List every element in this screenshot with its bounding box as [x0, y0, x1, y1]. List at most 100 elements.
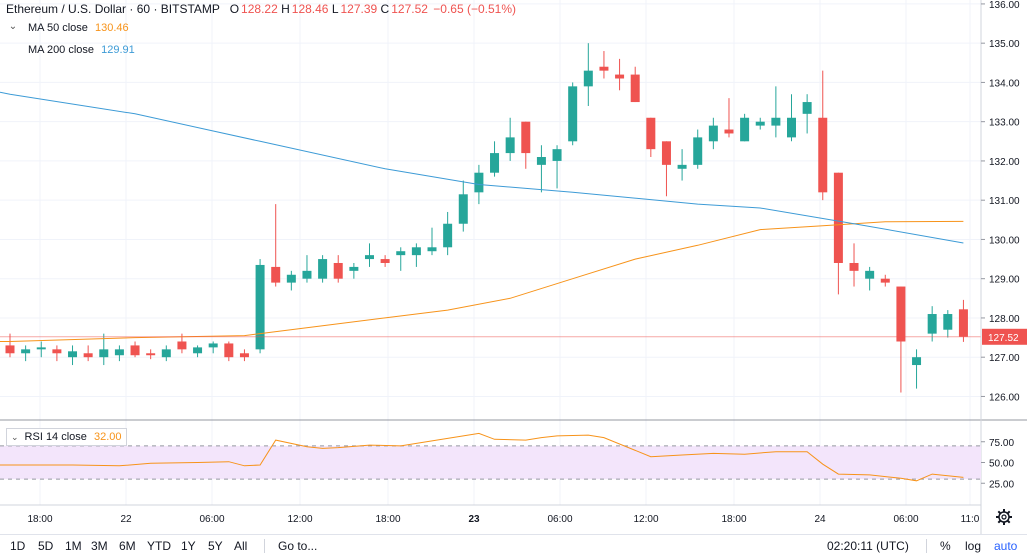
- candle-body: [724, 129, 734, 134]
- price-tick-label: 132.00: [989, 157, 1020, 168]
- candle-body: [68, 351, 78, 358]
- candle-body: [161, 349, 171, 358]
- symbol-header: Ethereum / U.S. Dollar · 60 · BITSTAMP O…: [6, 2, 516, 16]
- time-tick-label: 11:0: [961, 514, 980, 525]
- candle-body: [521, 121, 531, 154]
- time-tick-label: 06:00: [547, 514, 572, 525]
- range-3m[interactable]: 3M: [91, 539, 108, 553]
- candle-body: [208, 343, 218, 348]
- candle-body: [927, 314, 937, 334]
- gear-icon[interactable]: [993, 506, 1015, 528]
- rsi-tick-label: 50.00: [989, 459, 1014, 470]
- rsi-line: [0, 432, 964, 482]
- rsi-axis: 75.00 50.00 25.00: [981, 438, 1014, 490]
- rsi-tick-label: 75.00: [989, 438, 1014, 449]
- range-6m[interactable]: 6M: [119, 539, 136, 553]
- candle-body: [146, 353, 156, 356]
- candle-body: [849, 262, 859, 271]
- close-value: 127.52: [391, 2, 428, 16]
- candle-body: [833, 172, 843, 263]
- candle-body: [302, 270, 312, 279]
- exchange-label: BITSTAMP: [160, 2, 220, 16]
- candle-body: [36, 347, 46, 350]
- candle-body: [646, 117, 656, 150]
- time-tick-label: 12:00: [287, 514, 312, 525]
- range-1m[interactable]: 1M: [65, 539, 82, 553]
- range-1y[interactable]: 1Y: [181, 539, 196, 553]
- ma50-legend[interactable]: MA 50 close 130.46: [28, 22, 129, 34]
- divider: [926, 539, 927, 553]
- candle-body: [255, 264, 265, 350]
- candle-body: [708, 125, 718, 142]
- rsi-legend[interactable]: ⌄ RSI 14 close 32.00: [6, 428, 127, 446]
- time-tick-label: 18:00: [721, 514, 746, 525]
- candle-body: [693, 137, 703, 165]
- price-tick-label: 130.00: [989, 235, 1020, 246]
- candle-body: [333, 262, 343, 279]
- chevron-down-icon[interactable]: ⌄: [11, 432, 19, 442]
- time-tick-label: 24: [814, 514, 826, 525]
- price-tick-label: 136.00: [989, 0, 1020, 11]
- range-5d[interactable]: 5D: [38, 539, 54, 553]
- candle-body: [318, 259, 328, 279]
- candle-body: [380, 259, 390, 263]
- candle-body: [755, 121, 765, 126]
- price-tick-label: 128.00: [989, 314, 1020, 325]
- candle-body: [880, 278, 890, 283]
- candle-body: [630, 74, 640, 103]
- candle-body: [818, 117, 828, 193]
- auto-toggle[interactable]: auto: [994, 539, 1018, 553]
- high-value: 128.46: [291, 2, 329, 16]
- time-axis: 18:00 22 06:00 12:00 18:00 23 06:00 12:00 18:00 2…: [27, 514, 979, 525]
- change-value: −0.65 (−0.51%): [433, 2, 516, 16]
- price-tick-label: 134.00: [989, 78, 1020, 89]
- price-axis: 136.00 135.00 134.00 133.00 132.00 131.00 130.…: [981, 0, 1020, 403]
- candle-body: [474, 172, 484, 193]
- candle-body: [661, 141, 671, 165]
- candle-body: [177, 341, 187, 350]
- candle-body: [740, 117, 750, 142]
- range-all[interactable]: All: [234, 539, 248, 553]
- ma50-value: 130.46: [94, 22, 129, 34]
- candle-body: [615, 74, 625, 79]
- candle-series: [5, 43, 968, 393]
- rsi-tick-label: 25.00: [989, 479, 1014, 490]
- rsi-band: [0, 445, 981, 480]
- divider: [264, 539, 265, 553]
- range-1d[interactable]: 1D: [10, 539, 26, 553]
- chevron-down-icon[interactable]: ⌄: [8, 21, 18, 32]
- candle-body: [271, 266, 281, 283]
- ma200-legend[interactable]: MA 200 close 129.91: [28, 44, 135, 56]
- time-tick-label: 18:00: [375, 514, 400, 525]
- candle-body: [912, 357, 922, 366]
- candle-body: [286, 274, 296, 283]
- goto-button[interactable]: Go to...: [278, 539, 318, 553]
- time-tick-label: 22: [120, 514, 132, 525]
- candle-body: [568, 86, 578, 142]
- candle-body: [21, 349, 31, 354]
- price-tick-label: 126.00: [989, 392, 1020, 403]
- clock[interactable]: 02:20:11 (UTC): [827, 539, 909, 553]
- candle-body: [958, 309, 968, 337]
- candle-body: [771, 117, 781, 126]
- price-tick-label: 135.00: [989, 39, 1020, 50]
- range-ytd[interactable]: YTD: [147, 539, 171, 553]
- candle-body: [83, 353, 93, 358]
- symbol-name[interactable]: Ethereum / U.S. Dollar: [6, 2, 127, 16]
- rsi-label: RSI 14 close: [24, 431, 87, 443]
- close-label: C: [380, 2, 390, 16]
- last-price-value: 127.52: [988, 333, 1019, 344]
- candle-body: [583, 70, 593, 87]
- price-tick-label: 133.00: [989, 118, 1020, 129]
- open-label: O: [229, 2, 240, 16]
- range-5y[interactable]: 5Y: [208, 539, 223, 553]
- price-chart[interactable]: 136.00 135.00 134.00 133.00 132.00 131.00 130.…: [0, 0, 1027, 534]
- interval-label[interactable]: 60: [136, 2, 151, 16]
- candle-body: [396, 251, 406, 256]
- candle-body: [349, 266, 359, 271]
- percent-toggle[interactable]: %: [940, 539, 951, 553]
- candle-body: [52, 349, 62, 354]
- candle-body: [427, 247, 437, 252]
- time-tick-label: 06:00: [199, 514, 224, 525]
- log-toggle[interactable]: log: [965, 539, 982, 553]
